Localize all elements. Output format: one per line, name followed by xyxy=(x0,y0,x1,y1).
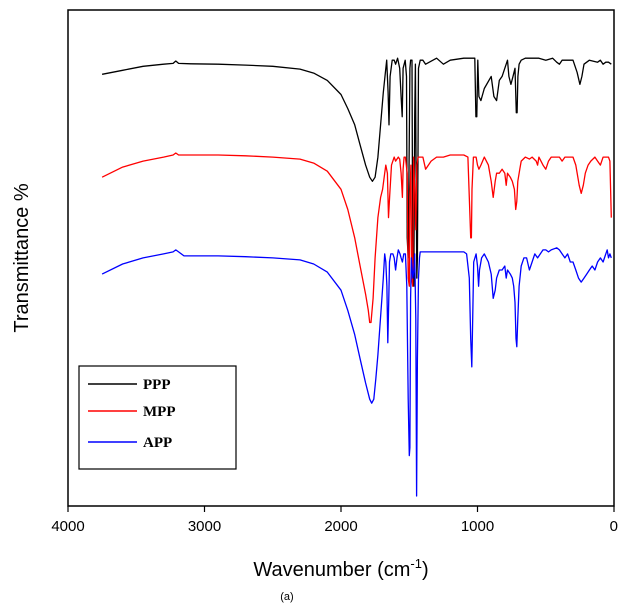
series-line-app xyxy=(101,247,612,497)
legend-label-app: APP xyxy=(143,435,172,451)
x-tick-label: 1000 xyxy=(461,518,494,535)
legend-label-ppp: PPP xyxy=(143,377,171,393)
legend-box xyxy=(78,365,237,470)
x-tick-label: 4000 xyxy=(51,518,84,535)
legend-entries: PPP MPP APP xyxy=(88,377,175,451)
x-axis-title: Wavenumber (cm-1) xyxy=(253,556,428,581)
legend-label-mpp: MPP xyxy=(143,404,175,420)
legend: PPP MPP APP xyxy=(78,365,237,470)
figure-caption: (a) xyxy=(280,591,293,603)
x-axis-title-main: Wavenumber (cm xyxy=(253,559,410,581)
y-axis-title: Transmittance % xyxy=(11,183,33,333)
x-axis-ticks: 4000 3000 2000 1000 0 xyxy=(51,506,618,535)
x-axis-title-sup: -1 xyxy=(410,556,422,571)
x-tick-label: 3000 xyxy=(188,518,221,535)
x-tick-label: 2000 xyxy=(324,518,357,535)
series-layer xyxy=(101,57,612,497)
x-tick-label: 0 xyxy=(610,518,618,535)
series-line-ppp xyxy=(101,57,612,287)
x-axis-title-end: ) xyxy=(422,559,429,581)
series-line-mpp xyxy=(101,152,612,324)
